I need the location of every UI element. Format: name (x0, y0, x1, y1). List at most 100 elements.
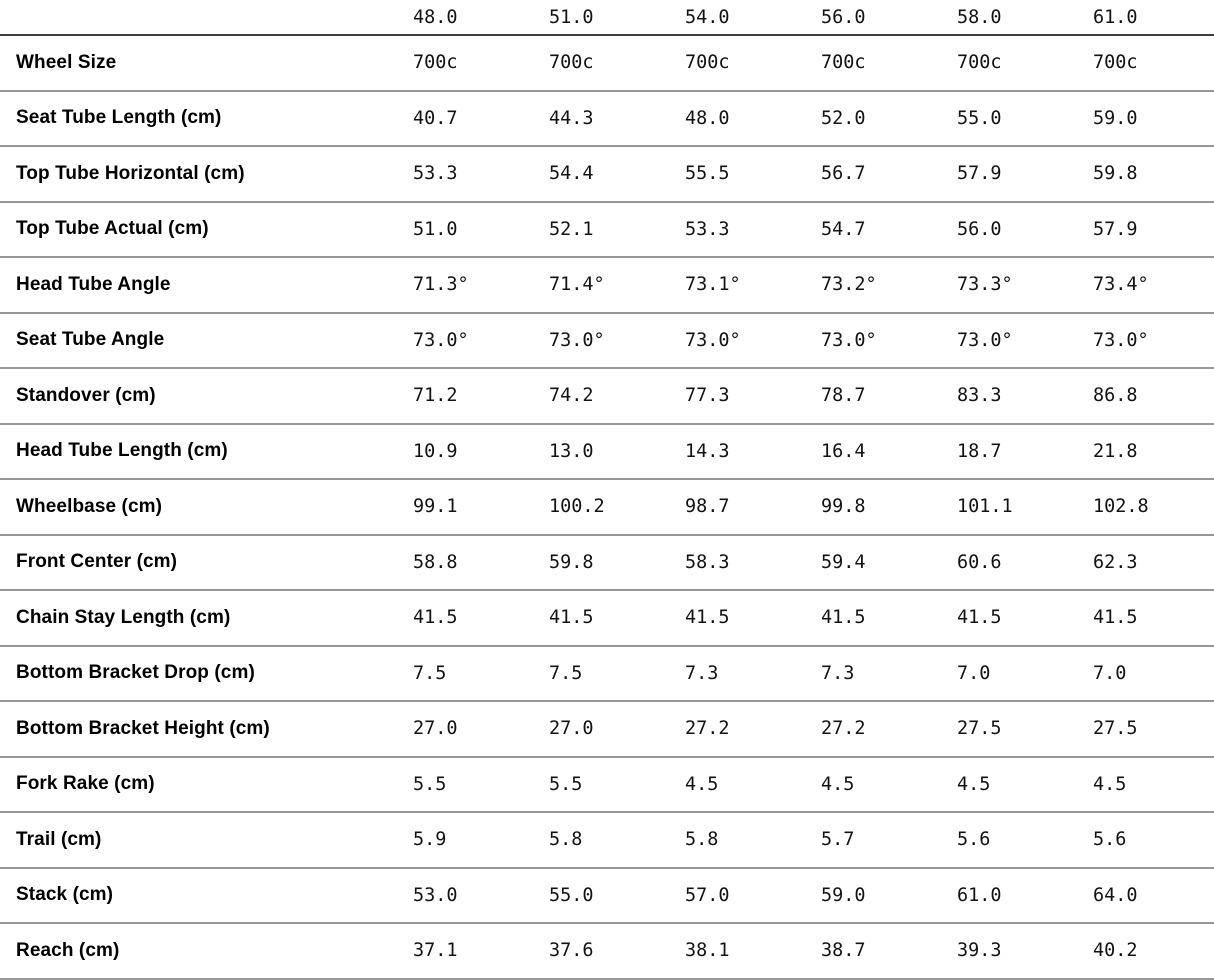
spec-label: Fork Rake (cm) (16, 773, 155, 795)
spec-value: 71.2 (413, 385, 458, 407)
spec-value: 74.2 (549, 385, 594, 407)
spec-value: 57.9 (1093, 218, 1138, 240)
size-header-cell: 61.0 (1093, 6, 1138, 28)
spec-value: 5.6 (1093, 829, 1127, 851)
spec-value: 62.3 (1093, 551, 1138, 573)
spec-value: 73.3° (957, 274, 1013, 296)
spec-value: 13.0 (549, 440, 594, 462)
spec-value: 56.7 (821, 163, 866, 185)
spec-value: 86.8 (1093, 385, 1138, 407)
spec-value: 57.9 (957, 163, 1002, 185)
spec-value: 73.0° (1093, 329, 1149, 351)
spec-value: 59.0 (821, 884, 866, 906)
spec-value: 27.0 (413, 718, 458, 740)
spec-value: 5.7 (821, 829, 855, 851)
spec-value: 27.2 (685, 718, 730, 740)
spec-value: 53.0 (413, 884, 458, 906)
spec-value: 100.2 (549, 496, 605, 518)
spec-value: 38.7 (821, 940, 866, 962)
size-header-cell: 56.0 (821, 6, 866, 28)
spec-value: 52.1 (549, 218, 594, 240)
spec-value: 51.0 (413, 218, 458, 240)
table-row: Bottom Bracket Drop (cm) 7.5 7.5 7.3 7.3… (0, 646, 1214, 701)
size-header-spacer (0, 0, 398, 35)
spec-value: 78.7 (821, 385, 866, 407)
spec-value: 73.0° (549, 329, 605, 351)
spec-value: 53.3 (413, 163, 458, 185)
spec-label: Bottom Bracket Height (cm) (16, 717, 270, 739)
spec-value: 99.8 (821, 496, 866, 518)
spec-value: 7.5 (413, 662, 447, 684)
spec-label: Seat Tube Angle (16, 329, 165, 351)
spec-value: 73.2° (821, 274, 877, 296)
spec-value: 39.3 (957, 940, 1002, 962)
table-row: Reach (cm) 37.1 37.6 38.1 38.7 39.3 40.2 (0, 923, 1214, 979)
table-row: Bottom Bracket Height (cm) 27.0 27.0 27.… (0, 701, 1214, 757)
spec-value: 7.5 (549, 662, 583, 684)
spec-value: 61.0 (957, 884, 1002, 906)
spec-label: Stack (cm) (16, 884, 114, 906)
spec-value: 27.2 (821, 718, 866, 740)
spec-value: 4.5 (957, 773, 991, 795)
spec-value: 98.7 (685, 496, 730, 518)
spec-value: 37.1 (413, 940, 458, 962)
spec-value: 40.2 (1093, 940, 1138, 962)
spec-value: 73.0° (685, 329, 741, 351)
size-header-row: 48.0 51.0 54.0 56.0 58.0 61.0 (0, 0, 1214, 35)
spec-value: 58.3 (685, 551, 730, 573)
spec-value: 7.0 (957, 662, 991, 684)
spec-value: 73.0° (821, 329, 877, 351)
spec-value: 700c (1093, 52, 1138, 74)
spec-value: 41.5 (685, 607, 730, 629)
spec-value: 55.0 (549, 884, 594, 906)
spec-value: 99.1 (413, 496, 458, 518)
spec-value: 700c (413, 52, 458, 74)
spec-label: Head Tube Angle (16, 273, 171, 295)
spec-value: 4.5 (685, 773, 719, 795)
table-row: Chain Stay Length (cm) 41.5 41.5 41.5 41… (0, 590, 1214, 646)
table-row: Wheel Size 700c 700c 700c 700c 700c 700c (0, 35, 1214, 91)
spec-value: 4.5 (1093, 773, 1127, 795)
spec-value: 5.9 (413, 829, 447, 851)
spec-value: 57.0 (685, 884, 730, 906)
spec-value: 16.4 (821, 440, 866, 462)
spec-value: 54.4 (549, 163, 594, 185)
spec-value: 5.8 (685, 829, 719, 851)
spec-value: 54.7 (821, 218, 866, 240)
spec-value: 53.3 (685, 218, 730, 240)
table-row: Standover (cm) 71.2 74.2 77.3 78.7 83.3 … (0, 368, 1214, 424)
spec-value: 73.0° (957, 329, 1013, 351)
spec-value: 27.0 (549, 718, 594, 740)
spec-value: 60.6 (957, 551, 1002, 573)
spec-value: 4.5 (821, 773, 855, 795)
spec-value: 41.5 (821, 607, 866, 629)
spec-value: 71.3° (413, 274, 469, 296)
spec-value: 40.7 (413, 107, 458, 129)
spec-value: 700c (549, 52, 594, 74)
spec-value: 7.0 (1093, 662, 1127, 684)
table-row: Fork Rake (cm) 5.5 5.5 4.5 4.5 4.5 4.5 (0, 757, 1214, 812)
spec-value: 27.5 (1093, 718, 1138, 740)
spec-value: 52.0 (821, 107, 866, 129)
spec-label: Standover (cm) (16, 384, 156, 406)
spec-value: 44.3 (549, 107, 594, 129)
table-row: Top Tube Actual (cm) 51.0 52.1 53.3 54.7… (0, 202, 1214, 257)
size-header-cell: 48.0 (413, 6, 458, 28)
table-row: Trail (cm) 5.9 5.8 5.8 5.7 5.6 5.6 (0, 812, 1214, 868)
spec-value: 56.0 (957, 218, 1002, 240)
spec-value: 48.0 (685, 107, 730, 129)
spec-label: Wheelbase (cm) (16, 495, 163, 517)
spec-value: 21.8 (1093, 440, 1138, 462)
table-row: Head Tube Length (cm) 10.9 13.0 14.3 16.… (0, 424, 1214, 479)
spec-value: 55.5 (685, 163, 730, 185)
spec-value: 10.9 (413, 440, 458, 462)
spec-value: 38.1 (685, 940, 730, 962)
spec-value: 41.5 (1093, 607, 1138, 629)
spec-value: 37.6 (549, 940, 594, 962)
spec-value: 700c (957, 52, 1002, 74)
spec-label: Top Tube Actual (cm) (16, 218, 209, 240)
spec-value: 59.8 (1093, 163, 1138, 185)
spec-value: 5.5 (413, 773, 447, 795)
spec-value: 27.5 (957, 718, 1002, 740)
spec-value: 64.0 (1093, 884, 1138, 906)
